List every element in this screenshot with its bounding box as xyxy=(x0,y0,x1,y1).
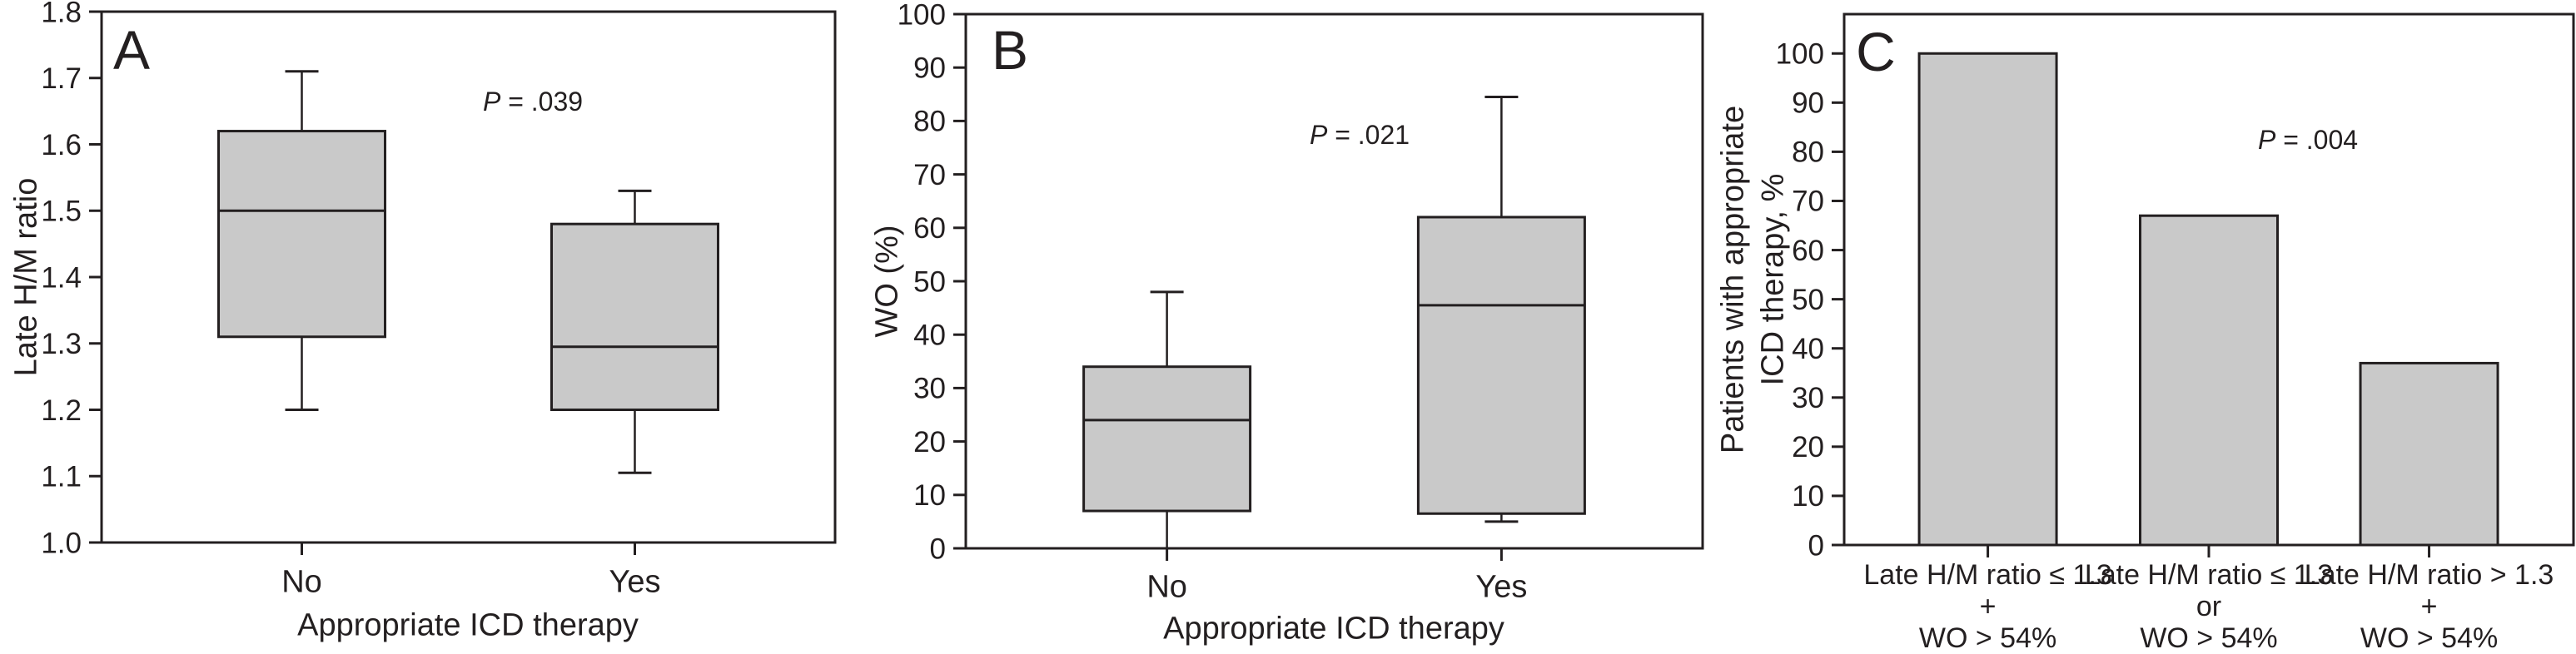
x-axis-label: Appropriate ICD therapy xyxy=(1163,611,1504,646)
panel-letter: B xyxy=(992,19,1028,81)
y-tick-label: 100 xyxy=(1776,38,1824,71)
y-tick-label: 40 xyxy=(913,319,946,351)
panel-letter: A xyxy=(113,19,150,81)
x-category-label: WO > 54% xyxy=(2140,622,2277,654)
y-tick-label: 90 xyxy=(1792,87,1824,120)
x-category-label: WO > 54% xyxy=(2360,622,2498,654)
p-value-italic: P xyxy=(1310,120,1328,150)
y-tick-label: 40 xyxy=(1792,333,1824,365)
y-tick-label: 80 xyxy=(913,106,946,138)
iqr-box xyxy=(217,130,387,339)
iqr-box xyxy=(550,222,719,412)
x-category-label: WO > 54% xyxy=(1919,622,2056,654)
iqr-box xyxy=(1416,216,1586,515)
y-tick-label: 10 xyxy=(1792,480,1824,513)
y-tick-label: 20 xyxy=(913,426,946,458)
bar-1 xyxy=(1917,52,2058,547)
box-plot-yes xyxy=(1416,96,1586,523)
x-axis-label: Appropriate ICD therapy xyxy=(297,607,639,642)
p-value-rest: = .004 xyxy=(2275,125,2358,155)
y-tick-label: 1.7 xyxy=(41,62,82,95)
y-axis-label: Late H/M ratio xyxy=(8,178,43,377)
x-category-label: Yes xyxy=(1475,569,1527,604)
panel-a: 1.0 1.1 1.2 1.3 1.4 1.5 1.6 1.7 1.8 No Yes Appropri… xyxy=(8,0,837,642)
y-tick-label: 1.0 xyxy=(41,527,82,559)
y-tick-label: 20 xyxy=(1792,431,1824,463)
y-tick-label: 70 xyxy=(913,159,946,191)
x-category-label: Late H/M ratio ≤ 1.3 xyxy=(2085,559,2333,591)
y-tick-label: 0 xyxy=(1808,529,1824,562)
x-category-label: Yes xyxy=(609,564,660,599)
y-axis-label: WO (%) xyxy=(869,225,904,337)
y-tick-label: 80 xyxy=(1792,136,1824,169)
y-tick-label: 1.8 xyxy=(41,0,82,28)
bar-3 xyxy=(2359,361,2499,547)
panel-b: 0 10 20 30 40 50 60 70 80 90 100 No Yes Appropriate I… xyxy=(869,0,1704,646)
x-category-label: Late H/M ratio > 1.3 xyxy=(2305,559,2554,591)
x-category-label: No xyxy=(281,564,322,599)
y-tick-label: 50 xyxy=(913,265,946,298)
panel-letter: C xyxy=(1856,21,1896,82)
y-tick-label: 50 xyxy=(1792,284,1824,316)
y-tick-label: 30 xyxy=(1792,382,1824,414)
box-plot-yes xyxy=(550,189,719,474)
y-tick-label: 1.6 xyxy=(41,129,82,161)
x-category-label: + xyxy=(2421,591,2438,622)
p-value-annotation: P = .004 xyxy=(2258,125,2358,155)
x-category-label: Late H/M ratio ≤ 1.3 xyxy=(1863,559,2111,591)
iqr-box xyxy=(1082,365,1252,513)
panel-c: 0 10 20 30 40 50 60 70 80 90 100 Late H/M ratio ≤ 1… xyxy=(1715,12,2575,654)
y-tick-label: 0 xyxy=(930,533,946,565)
y-tick-label: 90 xyxy=(913,52,946,84)
y-tick-label: 1.2 xyxy=(41,394,82,427)
p-value-annotation: P = .021 xyxy=(1310,120,1410,150)
x-category-label: No xyxy=(1146,569,1187,604)
y-tick-label: 70 xyxy=(1792,186,1824,218)
y-tick-label: 1.5 xyxy=(41,196,82,228)
plot-frame xyxy=(100,10,837,544)
p-value-italic: P xyxy=(2258,125,2276,155)
box-plot-no xyxy=(1082,290,1252,548)
y-tick-label: 1.3 xyxy=(41,328,82,360)
p-value-rest: = .039 xyxy=(500,87,583,116)
p-value-annotation: P = .039 xyxy=(483,87,583,116)
p-value-rest: = .021 xyxy=(1327,120,1410,150)
x-category-label: or xyxy=(2196,591,2221,622)
y-tick-label: 30 xyxy=(913,373,946,405)
y-tick-label: 100 xyxy=(898,0,946,31)
plot-frame xyxy=(964,12,1704,550)
y-axis-label: ICD therapy, % xyxy=(1755,174,1790,386)
y-tick-label: 60 xyxy=(913,212,946,245)
p-value-italic: P xyxy=(483,87,501,116)
y-tick-label: 1.1 xyxy=(41,461,82,493)
y-tick-label: 60 xyxy=(1792,235,1824,267)
y-tick-label: 10 xyxy=(913,479,946,512)
x-category-label: + xyxy=(1980,591,1997,622)
y-axis-label: Patients with appropriate xyxy=(1715,106,1750,453)
box-plot-no xyxy=(217,70,387,411)
bar-2 xyxy=(2139,214,2279,547)
y-tick-label: 1.4 xyxy=(41,261,82,294)
